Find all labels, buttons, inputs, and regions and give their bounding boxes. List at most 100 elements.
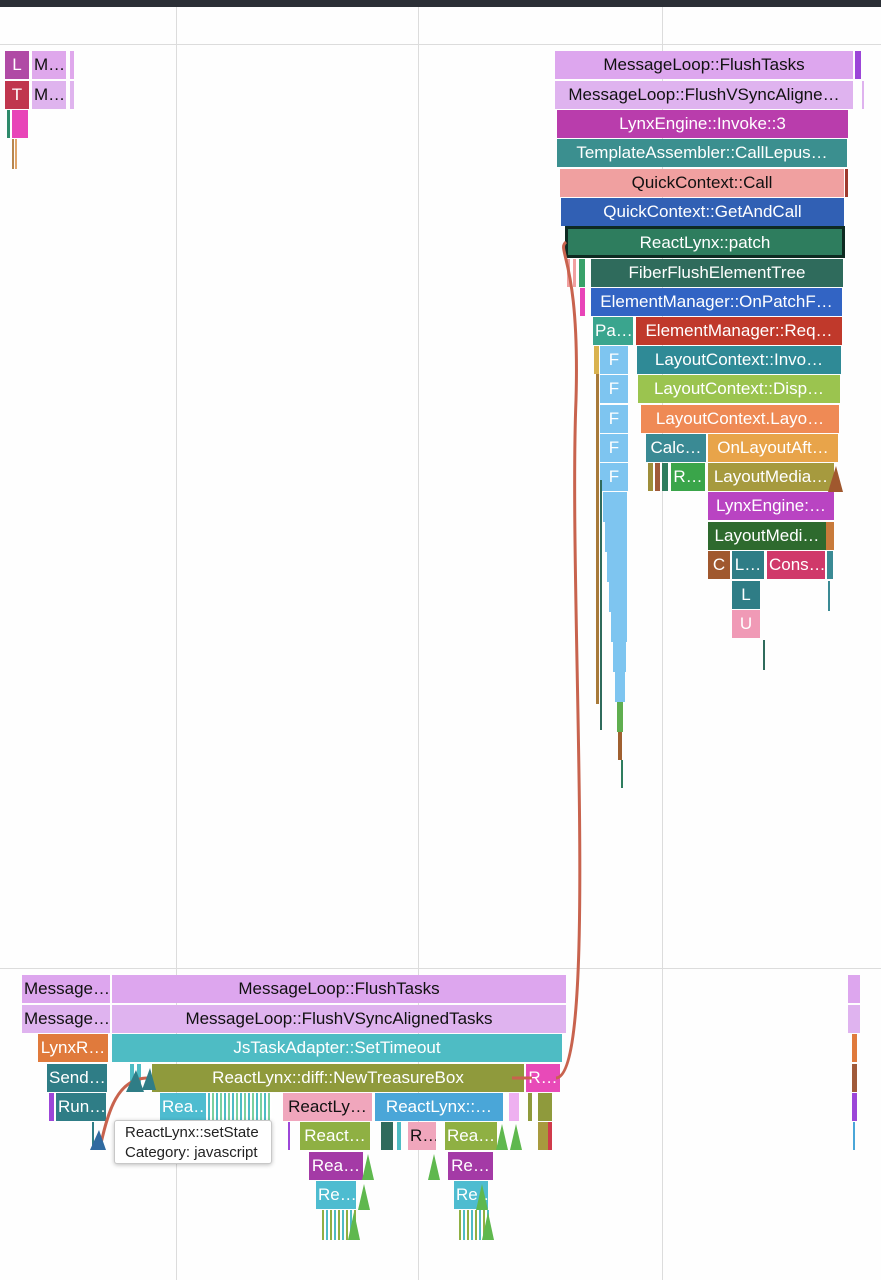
slice-sliver[interactable] [648, 463, 653, 491]
slice-sliver[interactable] [855, 51, 861, 79]
slice-sliver[interactable] [397, 1122, 401, 1150]
slice-react-patch-selected[interactable]: ReactLynx::patch [565, 226, 845, 258]
slice-run[interactable]: Run… [56, 1093, 106, 1121]
slice-sliver[interactable] [862, 81, 864, 109]
slice-sliver[interactable] [605, 522, 627, 552]
slice-dense-cluster[interactable] [322, 1210, 356, 1240]
slice-sliver[interactable] [70, 51, 74, 79]
slice-sliver[interactable] [528, 1093, 532, 1121]
slice-layout-media-2[interactable]: LayoutMedi… [708, 522, 826, 550]
slice-sliver[interactable] [579, 259, 585, 287]
slice-react-dot[interactable]: React… [300, 1122, 370, 1150]
slice-rea-2[interactable]: Rea… [445, 1122, 497, 1150]
slice-sliver[interactable] [617, 702, 623, 732]
slice-re-2[interactable]: Re… [316, 1181, 356, 1209]
slice-sliver[interactable] [130, 1064, 134, 1092]
slice-u[interactable]: U [732, 610, 760, 638]
slice-layout-disp[interactable]: LayoutContext::Disp… [638, 375, 840, 403]
slice-pa[interactable]: Pa… [593, 317, 633, 345]
slice-sliver[interactable] [12, 139, 14, 169]
slice-r[interactable]: R… [671, 463, 705, 491]
slice-set-timeout[interactable]: JsTaskAdapter::SetTimeout [112, 1034, 562, 1062]
slice-rea-1[interactable]: Rea… [160, 1093, 206, 1121]
slice-sliver[interactable] [538, 1093, 552, 1121]
slice-lynx-engine[interactable]: LynxEngine:… [708, 492, 834, 520]
slice-f[interactable]: F [600, 346, 628, 374]
slice-sliver[interactable] [12, 110, 28, 138]
slice-reactly[interactable]: ReactLy… [283, 1093, 372, 1121]
slice-loop-a[interactable]: L [5, 51, 29, 79]
slice-sliver[interactable] [615, 672, 625, 702]
slice-sliver[interactable] [848, 1005, 860, 1033]
slice-sliver[interactable] [845, 169, 848, 197]
slice-flush-vsync[interactable]: MessageLoop::FlushVSyncAligne… [555, 81, 853, 109]
slice-sliver[interactable] [580, 288, 585, 316]
slice-sliver[interactable] [621, 760, 623, 788]
slice-flush-tasks-bottom[interactable]: MessageLoop::FlushTasks [112, 975, 566, 1003]
slice-r-pink[interactable]: R… [526, 1064, 560, 1092]
slice-l-dot[interactable]: L… [732, 551, 764, 579]
slice-sliver[interactable] [538, 1122, 548, 1150]
slice-f[interactable]: F [600, 405, 628, 433]
slice-sliver[interactable] [603, 492, 627, 522]
slice-sliver[interactable] [618, 732, 622, 760]
slice-flush-vsync-bottom[interactable]: MessageLoop::FlushVSyncAlignedTasks [112, 1005, 566, 1033]
slice-sliver[interactable] [573, 259, 576, 287]
slice-calc[interactable]: Calc… [646, 434, 706, 462]
slice-sliver[interactable] [852, 1064, 857, 1092]
slice-f[interactable]: F [600, 434, 628, 462]
slice-send[interactable]: Send… [47, 1064, 107, 1092]
slice-layout-layo[interactable]: LayoutContext.Layo… [641, 405, 839, 433]
slice-dense-cluster[interactable] [459, 1210, 489, 1240]
slice-sliver[interactable] [852, 1034, 857, 1062]
slice-fiber-flush[interactable]: FiberFlushElementTree [591, 259, 843, 287]
slice-l[interactable]: L [732, 581, 760, 609]
slice-msg-a[interactable]: Message… [22, 975, 110, 1003]
slice-get-and-call[interactable]: QuickContext::GetAndCall [561, 198, 844, 226]
slice-sliver[interactable] [49, 1093, 54, 1121]
slice-sliver[interactable] [600, 480, 602, 730]
slice-sliver[interactable] [509, 1093, 519, 1121]
slice-new-treasure-box[interactable]: ReactLynx::diff::NewTreasureBox [152, 1064, 524, 1092]
slice-r-small[interactable]: R… [408, 1122, 436, 1150]
slice-sliver[interactable] [848, 975, 860, 1003]
slice-lynx-invoke[interactable]: LynxEngine::Invoke::3 [557, 110, 848, 138]
slice-sliver[interactable] [828, 581, 830, 611]
slice-dense-cluster[interactable] [208, 1093, 272, 1121]
slice-sliver[interactable] [567, 259, 570, 287]
slice-flush-tasks[interactable]: MessageLoop::FlushTasks [555, 51, 853, 79]
slice-sliver[interactable] [826, 522, 834, 550]
slice-layout-media-1[interactable]: LayoutMedia… [708, 463, 834, 491]
slice-on-layout-aft[interactable]: OnLayoutAft… [708, 434, 838, 462]
slice-sliver[interactable] [15, 139, 17, 169]
slice-loop-b[interactable]: M… [32, 51, 66, 79]
slice-sliver[interactable] [607, 552, 627, 582]
slice-sliver[interactable] [655, 463, 660, 491]
slice-sliver[interactable] [763, 640, 765, 670]
slice-task-a[interactable]: T [5, 81, 29, 109]
slice-sliver[interactable] [852, 1093, 857, 1121]
slice-sliver[interactable] [288, 1122, 290, 1150]
slice-sliver[interactable] [381, 1122, 393, 1150]
slice-sliver[interactable] [594, 346, 599, 374]
slice-element-req[interactable]: ElementManager::Req… [636, 317, 842, 345]
slice-sliver[interactable] [609, 582, 627, 612]
slice-sliver[interactable] [853, 1122, 855, 1150]
slice-sliver[interactable] [611, 612, 627, 642]
slice-re-1[interactable]: Re… [448, 1152, 493, 1180]
slice-sliver[interactable] [92, 1122, 94, 1150]
slice-layout-invoke[interactable]: LayoutContext::Invo… [637, 346, 841, 374]
slice-re-3[interactable]: Re… [454, 1181, 488, 1209]
slice-sliver[interactable] [596, 374, 599, 704]
slice-sliver[interactable] [70, 81, 74, 109]
slice-sliver[interactable] [613, 642, 626, 672]
slice-f[interactable]: F [600, 463, 628, 491]
slice-f[interactable]: F [600, 375, 628, 403]
slice-cons[interactable]: Cons… [767, 551, 825, 579]
slice-sliver[interactable] [548, 1122, 552, 1150]
slice-on-patch[interactable]: ElementManager::OnPatchF… [591, 288, 842, 316]
slice-lynx-r[interactable]: LynxR… [38, 1034, 108, 1062]
slice-reactlynx-dot[interactable]: ReactLynx::… [375, 1093, 503, 1121]
slice-call-lepus[interactable]: TemplateAssembler::CallLepus… [557, 139, 847, 167]
slice-quick-call[interactable]: QuickContext::Call [560, 169, 844, 197]
